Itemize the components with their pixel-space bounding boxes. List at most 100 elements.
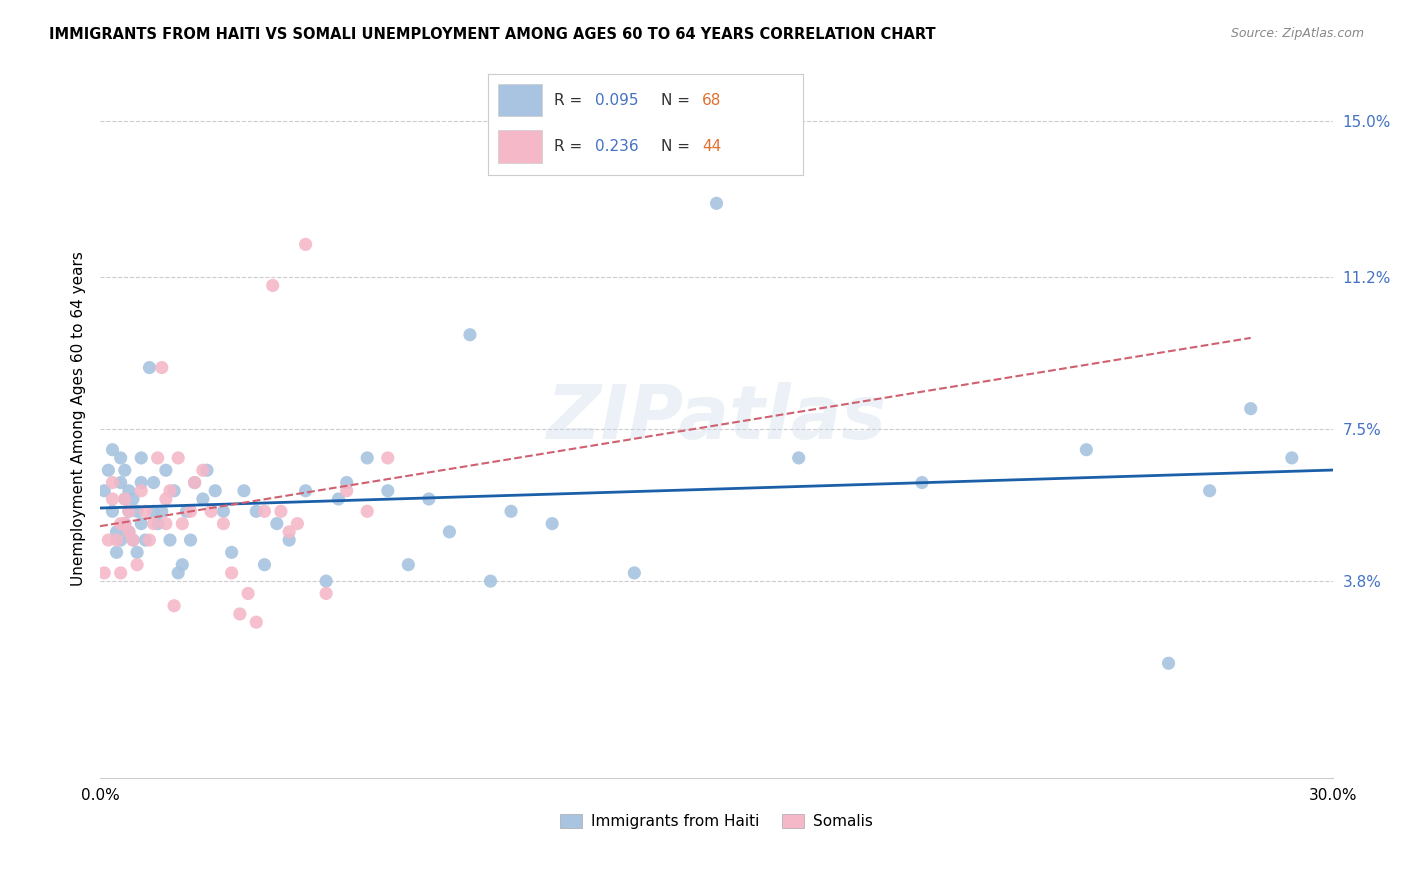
- Point: [176, 504, 198, 518]
- Point: [122, 533, 145, 547]
- Point: [122, 491, 145, 506]
- Point: [101, 475, 124, 490]
- Point: [253, 558, 276, 572]
- Point: [439, 524, 461, 539]
- Point: [287, 516, 309, 531]
- Point: [212, 516, 235, 531]
- Point: [787, 450, 810, 465]
- Point: [101, 491, 124, 506]
- Point: [159, 533, 181, 547]
- Point: [127, 504, 149, 518]
- Point: [278, 533, 301, 547]
- Point: [245, 615, 267, 630]
- Point: [336, 475, 359, 490]
- Point: [114, 516, 136, 531]
- Point: [396, 558, 419, 572]
- Text: ZIPatlas: ZIPatlas: [547, 383, 887, 456]
- Point: [163, 483, 186, 498]
- Point: [142, 475, 165, 490]
- Point: [221, 545, 243, 559]
- Point: [233, 483, 256, 498]
- Point: [118, 524, 141, 539]
- Point: [172, 516, 194, 531]
- Point: [110, 516, 132, 531]
- Point: [191, 491, 214, 506]
- Point: [97, 533, 120, 547]
- Point: [191, 463, 214, 477]
- Point: [138, 360, 160, 375]
- Point: [142, 516, 165, 531]
- Point: [499, 504, 522, 518]
- Point: [479, 574, 502, 588]
- Point: [266, 516, 288, 531]
- Point: [110, 475, 132, 490]
- Point: [129, 450, 152, 465]
- Point: [328, 491, 350, 506]
- Point: [129, 516, 152, 531]
- Point: [129, 483, 152, 498]
- Point: [127, 545, 149, 559]
- Point: [146, 450, 169, 465]
- Point: [155, 516, 177, 531]
- Point: [118, 504, 141, 518]
- Point: [221, 566, 243, 580]
- Point: [180, 533, 202, 547]
- Point: [142, 504, 165, 518]
- Point: [134, 533, 156, 547]
- Point: [278, 524, 301, 539]
- Point: [1281, 450, 1303, 465]
- Point: [122, 533, 145, 547]
- Point: [706, 196, 728, 211]
- Point: [127, 558, 149, 572]
- Point: [114, 491, 136, 506]
- Point: [110, 533, 132, 547]
- Point: [183, 475, 205, 490]
- Point: [458, 327, 481, 342]
- Point: [911, 475, 934, 490]
- Point: [245, 504, 267, 518]
- Point: [183, 475, 205, 490]
- Point: [1076, 442, 1098, 457]
- Point: [180, 504, 202, 518]
- Point: [294, 483, 316, 498]
- Point: [159, 483, 181, 498]
- Point: [118, 524, 141, 539]
- Point: [114, 463, 136, 477]
- Point: [146, 516, 169, 531]
- Point: [105, 533, 128, 547]
- Y-axis label: Unemployment Among Ages 60 to 64 years: Unemployment Among Ages 60 to 64 years: [72, 252, 86, 586]
- Point: [377, 483, 399, 498]
- Point: [200, 504, 222, 518]
- Point: [418, 491, 440, 506]
- Point: [356, 450, 378, 465]
- Point: [270, 504, 292, 518]
- Point: [315, 586, 337, 600]
- Point: [118, 504, 141, 518]
- Point: [105, 545, 128, 559]
- Point: [377, 450, 399, 465]
- Point: [1157, 657, 1180, 671]
- Point: [101, 442, 124, 457]
- Point: [93, 483, 115, 498]
- Point: [118, 483, 141, 498]
- Point: [155, 463, 177, 477]
- Legend: Immigrants from Haiti, Somalis: Immigrants from Haiti, Somalis: [554, 807, 879, 835]
- Point: [110, 450, 132, 465]
- Point: [236, 586, 259, 600]
- Point: [93, 566, 115, 580]
- Point: [262, 278, 284, 293]
- Point: [97, 463, 120, 477]
- Point: [356, 504, 378, 518]
- Point: [163, 599, 186, 613]
- Text: Source: ZipAtlas.com: Source: ZipAtlas.com: [1230, 27, 1364, 40]
- Point: [101, 504, 124, 518]
- Text: IMMIGRANTS FROM HAITI VS SOMALI UNEMPLOYMENT AMONG AGES 60 TO 64 YEARS CORRELATI: IMMIGRANTS FROM HAITI VS SOMALI UNEMPLOY…: [49, 27, 936, 42]
- Point: [105, 524, 128, 539]
- Point: [541, 516, 564, 531]
- Point: [623, 566, 645, 580]
- Point: [253, 504, 276, 518]
- Point: [315, 574, 337, 588]
- Point: [1240, 401, 1263, 416]
- Point: [167, 566, 190, 580]
- Point: [114, 491, 136, 506]
